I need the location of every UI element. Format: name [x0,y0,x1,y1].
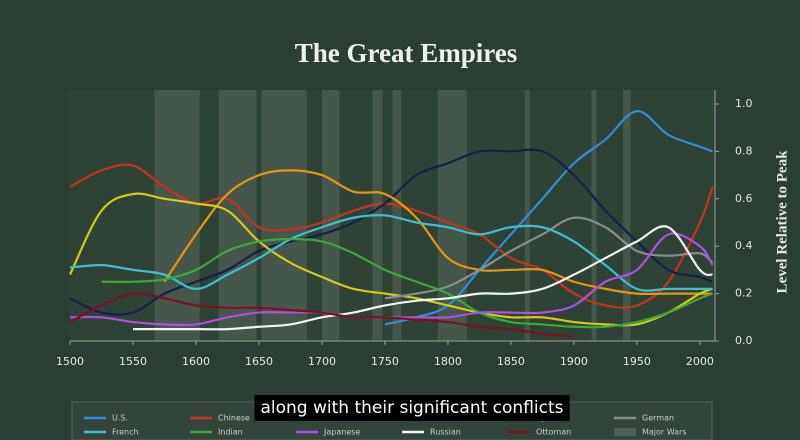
x-tick-label: 1550 [119,355,147,368]
x-tick-label: 1800 [434,355,462,368]
war-band [218,90,257,341]
legend-label: U.S. [112,414,128,423]
war-band [261,90,307,341]
legend-label: Japanese [323,428,360,437]
x-tick-label: 1850 [497,355,525,368]
legend-label: French [112,428,139,437]
legend-label: Ottoman [536,428,571,437]
war-band [591,90,597,341]
x-tick-label: 2000 [686,355,714,368]
x-tick-label: 1900 [560,355,588,368]
x-tick-label: 1700 [308,355,336,368]
series-line [69,214,713,292]
caption-box [254,395,570,421]
chart-title: The Great Empires [295,38,518,68]
x-tick-label: 1500 [56,355,84,368]
war-band [321,90,340,341]
series-line [101,237,713,329]
x-tick-label: 1650 [245,355,273,368]
war-band [623,90,631,341]
series-line [132,225,713,331]
war-band [154,90,200,341]
y-tick-label: 0.8 [735,144,753,157]
x-tick-label: 1750 [371,355,399,368]
x-tick-label: 1600 [182,355,210,368]
series-line [384,110,713,326]
y-tick-label: 0.0 [735,334,753,347]
legend-label: German [642,414,674,423]
y-tick-label: 0.2 [735,287,753,300]
y-tick-label: 0.6 [735,192,753,205]
y-tick-label: 0.4 [735,239,753,252]
war-band [392,90,402,341]
legend-label: Chinese [218,414,250,423]
legend-label: Major Wars [642,428,687,437]
legend-swatch [614,428,636,436]
series-line [163,169,713,296]
legend-label: Russian [430,428,461,437]
series-line [384,216,714,300]
series-line [69,148,713,316]
y-tick-label: 1.0 [735,97,753,110]
x-tick-label: 1950 [623,355,651,368]
legend-label: Indian [218,428,243,437]
series-line [69,292,574,338]
caption: along with their significant conflicts [260,398,563,418]
y-axis-label: Level Relative to Peak [774,150,790,294]
